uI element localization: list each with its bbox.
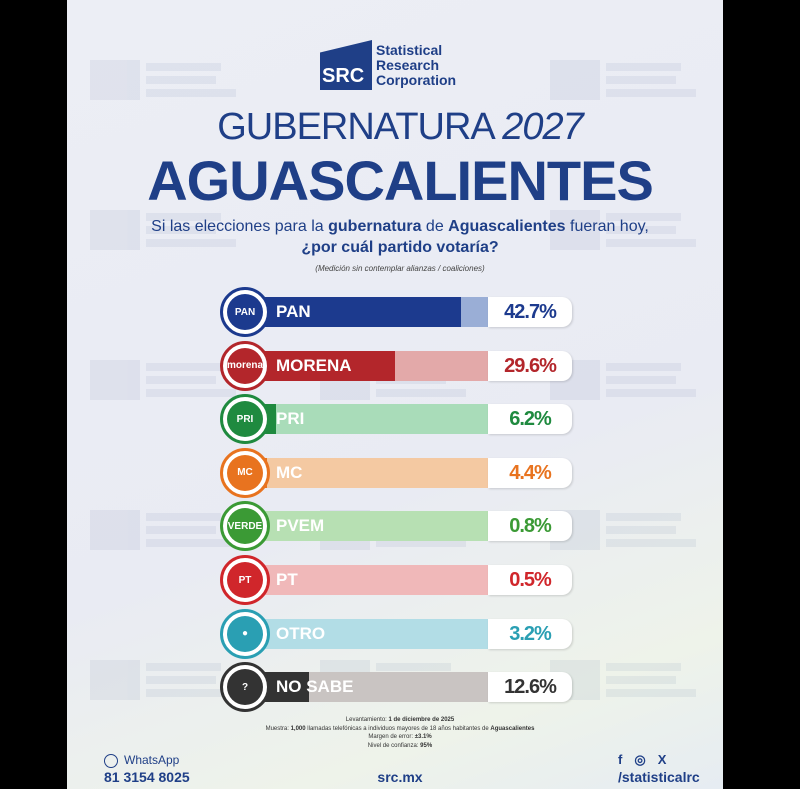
- f: Aguascalientes: [490, 725, 535, 732]
- watermark-logo: [550, 60, 696, 100]
- q-line-2: ¿por cuál partido votaría?: [301, 239, 499, 256]
- bar-label: PT: [276, 570, 298, 589]
- social-handle[interactable]: /statisticalrc: [618, 769, 700, 785]
- q-text: gubernatura: [328, 218, 422, 235]
- bar-track: [245, 511, 488, 542]
- f: Levantamiento:: [345, 717, 389, 723]
- value-label: 3.2%: [488, 618, 572, 649]
- title-line-1: GUBERNATURA 2027: [0, 106, 800, 148]
- watermark-logo: [90, 510, 236, 550]
- whatsapp-icon: [104, 753, 118, 768]
- website-link[interactable]: src.mx: [377, 769, 423, 785]
- party-logo-icon: PT: [220, 555, 270, 605]
- f: Margen de error:: [368, 734, 415, 740]
- person-icon-icon: ●: [227, 615, 263, 652]
- f: Muestra:: [265, 725, 291, 732]
- bar-label: MORENA: [276, 355, 352, 375]
- f: 1 de diciembre de 2025: [388, 717, 455, 723]
- bar-label: MC: [276, 462, 303, 482]
- party-logo-icon: ●: [220, 608, 270, 659]
- survey-details: Levantamiento: 1 de diciembre de 2025 Mu…: [0, 716, 800, 750]
- bar-row: MORENA 29.6% morena: [220, 340, 576, 391]
- brand-line: Research: [376, 56, 440, 73]
- value-label: 4.4%: [488, 457, 572, 488]
- bar-row: PT 0.5% PT: [220, 555, 576, 605]
- verde-icon: VERDE: [227, 508, 263, 545]
- watermark-logo: [90, 210, 236, 250]
- q-text: Si las elecciones para la: [151, 218, 329, 235]
- phone-number[interactable]: 81 3154 8025: [104, 769, 190, 785]
- f: ±3.1%: [414, 734, 432, 740]
- question: Si las elecciones para la gubernatura de…: [0, 216, 800, 258]
- bar-track: [245, 297, 488, 327]
- morena-icon: morena: [227, 347, 263, 384]
- whatsapp-link[interactable]: WhatsApp: [104, 752, 179, 768]
- party-logo-icon: PAN: [220, 287, 270, 337]
- bar-row: PVEM 0.8% VERDE: [220, 501, 576, 552]
- value-label: 12.6%: [488, 672, 572, 703]
- party-logo-icon: MC: [220, 447, 270, 498]
- brand-line: Corporation: [376, 71, 457, 88]
- src-logo: SRC Statistical Research Corporation: [320, 40, 456, 90]
- f: llamadas telefónicas a individuos mayore…: [305, 725, 491, 732]
- bar-label: PAN: [276, 302, 311, 321]
- bar-label: NO SABE: [276, 677, 354, 697]
- infographic-panel: [67, 0, 723, 789]
- question-icon-icon: ?: [227, 669, 263, 706]
- bar-label: PRI: [276, 409, 305, 429]
- q-text: fueran hoy,: [565, 218, 649, 235]
- logo-mark-text: SRC: [322, 65, 365, 87]
- bar-row: PRI 6.2% PRI: [220, 394, 576, 445]
- value-label: 0.5%: [488, 565, 572, 595]
- methodology-note: (Medición sin contemplar alianzas / coal…: [315, 264, 485, 273]
- bar-track: [245, 618, 488, 649]
- bar-fill: [245, 297, 462, 327]
- value-label: 42.7%: [488, 297, 572, 327]
- bar-row: NO SABE 12.6%?: [220, 662, 576, 713]
- watermark-logo: [90, 360, 236, 400]
- bar-track: [245, 565, 488, 595]
- q-text: Aguascalientes: [448, 218, 566, 235]
- x-icon[interactable]: X: [657, 752, 679, 767]
- party-logo-icon: PRI: [220, 394, 270, 445]
- watermark-logo: [90, 660, 236, 700]
- title-year: 2027: [502, 106, 584, 148]
- bar-label: OTRO: [276, 623, 326, 643]
- mc-icon: MC: [227, 454, 263, 491]
- bar-label: PVEM: [276, 516, 325, 536]
- q-text: de: [421, 218, 449, 235]
- watermark-logo: [90, 60, 236, 100]
- f: Nivel de confianza:: [367, 742, 421, 749]
- pt-icon: PT: [227, 562, 263, 598]
- logo-mark: SRC: [320, 40, 372, 90]
- party-logo-icon: VERDE: [220, 501, 270, 552]
- value-label: 29.6%: [488, 350, 572, 381]
- party-logo-icon: morena: [220, 340, 270, 391]
- title-text: GUBERNATURA: [217, 106, 493, 148]
- party-logo-icon: ?: [220, 662, 270, 713]
- value-label: 0.8%: [488, 511, 572, 542]
- social-icons: f◎X: [618, 752, 678, 768]
- title-state: AGUASCALIENTES: [147, 149, 654, 212]
- brand-line: Statistical: [376, 41, 443, 58]
- f: 1,000: [290, 725, 306, 732]
- watermark-logo: [550, 210, 696, 250]
- facebook-icon[interactable]: f: [618, 752, 635, 767]
- bar-row: OTRO 3.2% ●: [220, 608, 576, 659]
- instagram-icon[interactable]: ◎: [634, 752, 658, 767]
- whatsapp-label: WhatsApp: [124, 753, 180, 767]
- bar-track: [245, 404, 488, 435]
- value-label: 6.2%: [488, 404, 572, 435]
- f: 95%: [420, 742, 433, 749]
- bar-row: MC 4.4% MC: [220, 447, 576, 498]
- pri-icon: PRI: [227, 401, 263, 438]
- bar-row: PAN 42.7% PAN: [220, 287, 576, 337]
- pan-icon: PAN: [227, 294, 263, 330]
